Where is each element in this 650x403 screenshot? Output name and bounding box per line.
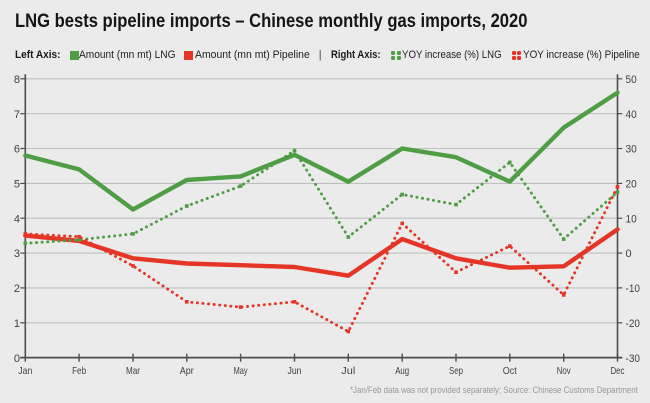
svg-text:Oct: Oct	[503, 365, 517, 377]
svg-text:Jun: Jun	[288, 365, 302, 377]
svg-text:20: 20	[626, 179, 637, 191]
svg-text:-10: -10	[626, 283, 640, 295]
svg-text:50: 50	[626, 74, 637, 86]
svg-text:4: 4	[14, 213, 20, 225]
svg-text:3: 3	[14, 248, 20, 260]
svg-text:7: 7	[14, 109, 20, 121]
svg-text:Nov: Nov	[557, 365, 572, 377]
svg-text:Dec: Dec	[611, 365, 625, 377]
svg-text:Apr: Apr	[180, 365, 194, 377]
svg-text:Aug: Aug	[395, 365, 409, 377]
svg-text:40: 40	[626, 109, 637, 121]
svg-text:Jan: Jan	[18, 365, 32, 377]
svg-text:8: 8	[14, 74, 20, 86]
svg-text:2: 2	[14, 283, 20, 295]
svg-text:Mar: Mar	[126, 365, 140, 377]
svg-text:1: 1	[14, 318, 20, 330]
svg-text:0: 0	[14, 353, 20, 365]
svg-text:-20: -20	[626, 318, 640, 330]
svg-text:6: 6	[14, 144, 20, 156]
svg-text:10: 10	[626, 213, 637, 225]
svg-text:May: May	[234, 365, 249, 377]
svg-text:30: 30	[626, 144, 637, 156]
svg-text:Feb: Feb	[72, 365, 86, 377]
svg-text:0: 0	[626, 248, 632, 260]
svg-text:5: 5	[14, 179, 20, 191]
svg-text:-30: -30	[626, 353, 640, 365]
svg-text:Sep: Sep	[449, 365, 463, 377]
svg-text:Jul: Jul	[341, 365, 355, 377]
